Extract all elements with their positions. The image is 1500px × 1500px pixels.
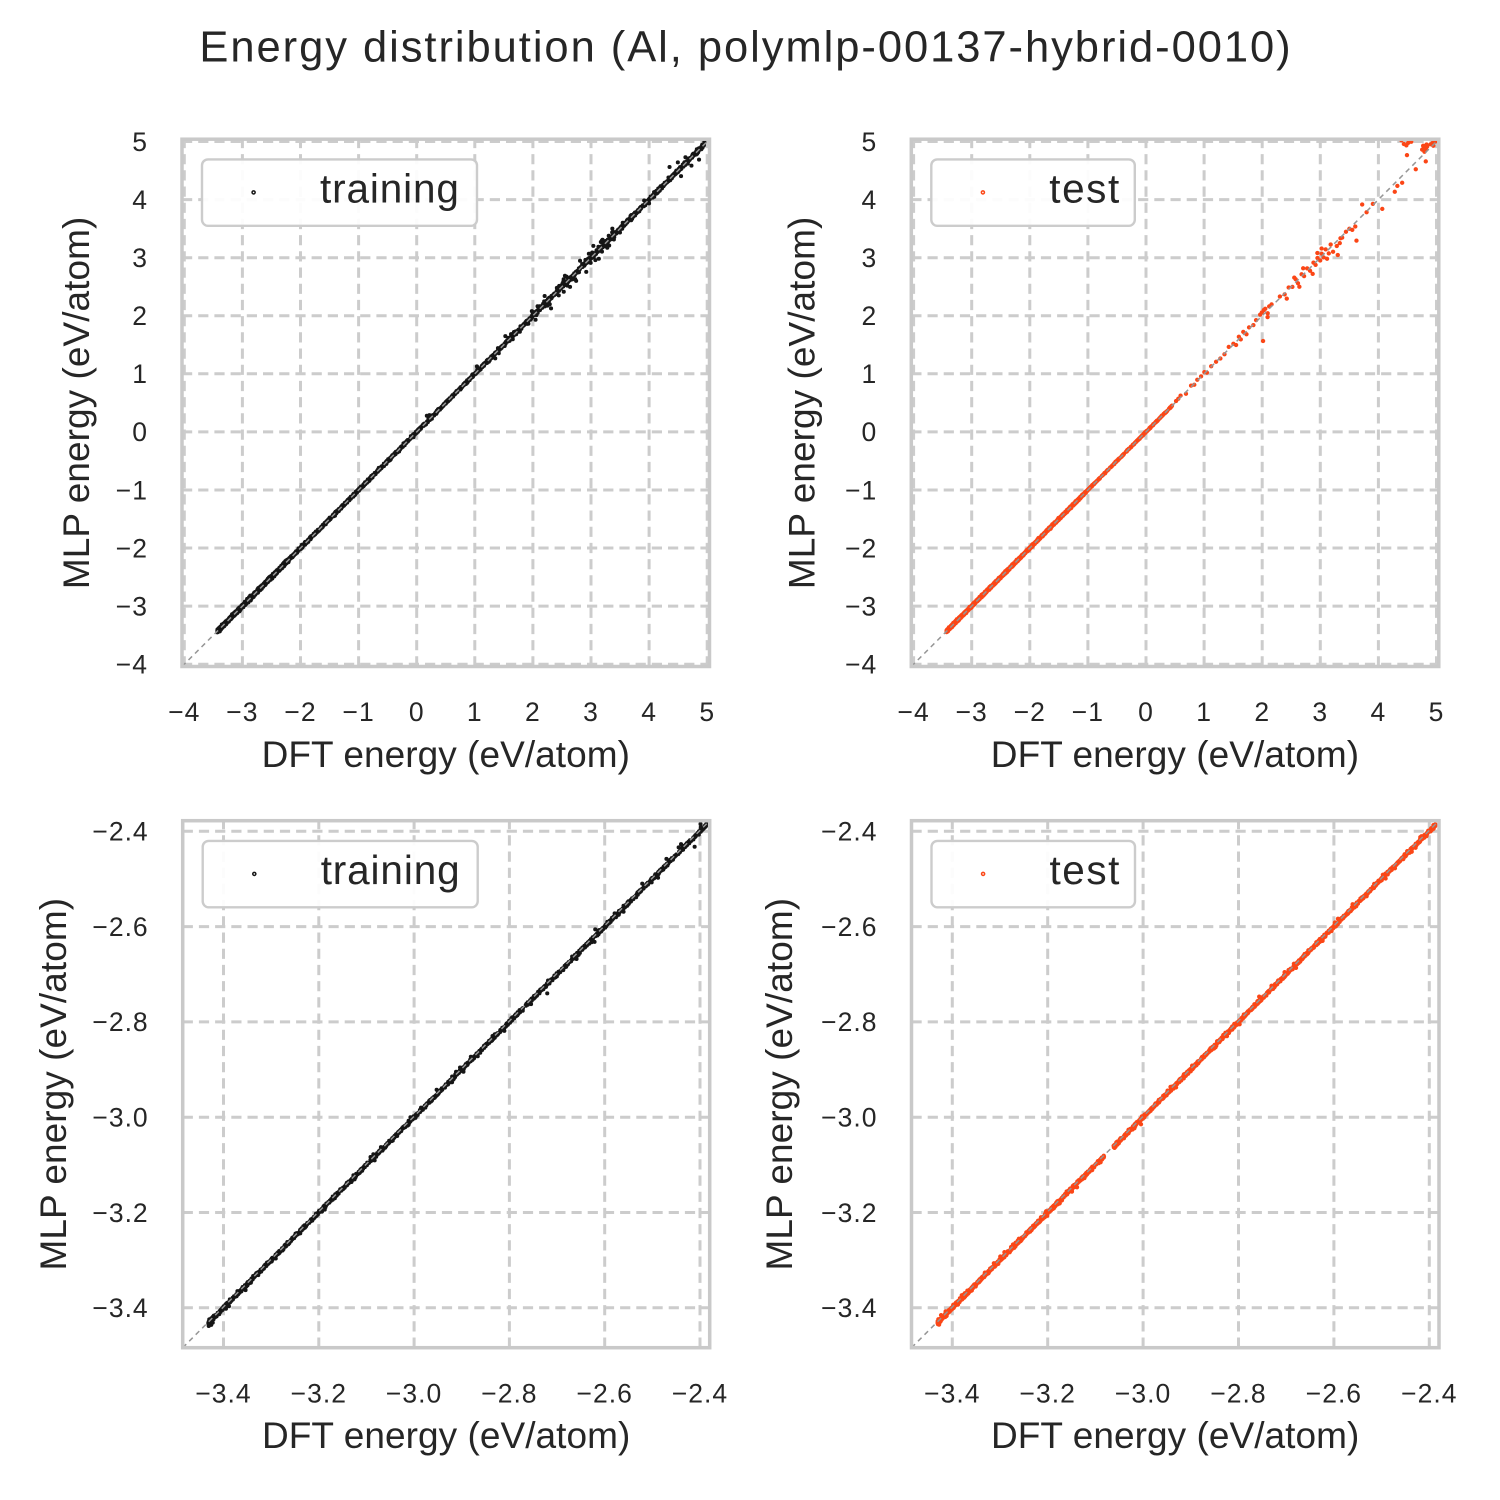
svg-text:training: training — [320, 165, 460, 211]
svg-text:0: 0 — [1138, 697, 1154, 727]
svg-text:3: 3 — [132, 243, 148, 273]
svg-text:−1: −1 — [1072, 697, 1104, 727]
svg-text:3: 3 — [583, 697, 599, 727]
svg-text:−2: −2 — [116, 533, 148, 563]
svg-text:MLP energy (eV/atom): MLP energy (eV/atom) — [759, 898, 800, 1271]
svg-text:−3.0: −3.0 — [92, 1103, 148, 1133]
svg-text:−2: −2 — [284, 697, 316, 727]
svg-text:−4: −4 — [116, 650, 148, 680]
svg-text:−2.4: −2.4 — [92, 817, 148, 847]
svg-text:−2.6: −2.6 — [1306, 1378, 1362, 1408]
svg-text:−4: −4 — [897, 697, 929, 727]
svg-text:−3.4: −3.4 — [92, 1293, 148, 1323]
svg-text:4: 4 — [132, 185, 148, 215]
svg-text:3: 3 — [862, 243, 878, 273]
svg-text:−2.6: −2.6 — [577, 1378, 633, 1408]
svg-text:−1: −1 — [116, 475, 148, 505]
svg-text:−3: −3 — [956, 697, 988, 727]
svg-text:1: 1 — [1196, 697, 1212, 727]
svg-text:−2.6: −2.6 — [92, 912, 148, 942]
svg-text:−2.4: −2.4 — [821, 817, 877, 847]
svg-text:−3.4: −3.4 — [821, 1293, 877, 1323]
svg-text:−3: −3 — [226, 697, 258, 727]
svg-text:2: 2 — [132, 301, 148, 331]
svg-text:2: 2 — [1254, 697, 1270, 727]
svg-text:−3.0: −3.0 — [821, 1103, 877, 1133]
svg-text:−2.4: −2.4 — [672, 1378, 728, 1408]
svg-text:test: test — [1049, 165, 1120, 211]
svg-text:−1: −1 — [342, 697, 374, 727]
svg-text:−2: −2 — [1014, 697, 1046, 727]
svg-text:5: 5 — [699, 697, 715, 727]
svg-text:1: 1 — [132, 359, 148, 389]
svg-text:−1: −1 — [845, 475, 877, 505]
svg-text:2: 2 — [862, 301, 878, 331]
svg-text:−2.8: −2.8 — [481, 1378, 537, 1408]
svg-text:DFT energy (eV/atom): DFT energy (eV/atom) — [262, 734, 630, 775]
svg-text:1: 1 — [467, 697, 483, 727]
svg-text:5: 5 — [1429, 697, 1445, 727]
svg-text:−3.4: −3.4 — [195, 1378, 251, 1408]
svg-text:4: 4 — [641, 697, 657, 727]
svg-text:MLP energy (eV/atom): MLP energy (eV/atom) — [782, 217, 823, 590]
svg-text:−2.4: −2.4 — [1401, 1378, 1457, 1408]
svg-text:−2: −2 — [845, 533, 877, 563]
svg-text:−3: −3 — [116, 591, 148, 621]
svg-text:−3.2: −3.2 — [1020, 1378, 1076, 1408]
svg-text:−2.8: −2.8 — [1210, 1378, 1266, 1408]
svg-text:5: 5 — [132, 127, 148, 157]
svg-text:−3.0: −3.0 — [386, 1378, 442, 1408]
svg-text:0: 0 — [132, 417, 148, 447]
svg-text:−3: −3 — [845, 591, 877, 621]
svg-text:−2.6: −2.6 — [821, 912, 877, 942]
svg-text:0: 0 — [862, 417, 878, 447]
svg-text:DFT energy (eV/atom): DFT energy (eV/atom) — [991, 734, 1359, 775]
svg-text:−4: −4 — [845, 650, 877, 680]
svg-text:MLP energy (eV/atom): MLP energy (eV/atom) — [56, 217, 97, 590]
svg-text:−3.2: −3.2 — [291, 1378, 347, 1408]
svg-text:DFT energy (eV/atom): DFT energy (eV/atom) — [262, 1415, 630, 1456]
svg-text:test: test — [1050, 847, 1121, 893]
svg-text:−3.2: −3.2 — [821, 1198, 877, 1228]
svg-text:4: 4 — [1371, 697, 1387, 727]
svg-text:MLP energy (eV/atom): MLP energy (eV/atom) — [33, 898, 74, 1271]
svg-text:2: 2 — [525, 697, 541, 727]
svg-text:training: training — [321, 847, 461, 893]
svg-text:−3.0: −3.0 — [1115, 1378, 1171, 1408]
svg-text:−2.8: −2.8 — [821, 1007, 877, 1037]
svg-text:0: 0 — [409, 697, 425, 727]
svg-text:4: 4 — [862, 185, 878, 215]
svg-text:DFT energy (eV/atom): DFT energy (eV/atom) — [991, 1415, 1359, 1456]
svg-text:5: 5 — [862, 127, 878, 157]
svg-text:−3.4: −3.4 — [924, 1378, 980, 1408]
svg-text:1: 1 — [862, 359, 878, 389]
svg-text:−4: −4 — [168, 697, 200, 727]
svg-text:3: 3 — [1312, 697, 1328, 727]
svg-text:Energy distribution (Al, polym: Energy distribution (Al, polymlp-00137-h… — [199, 24, 1292, 72]
svg-text:−3.2: −3.2 — [92, 1198, 148, 1228]
svg-text:−2.8: −2.8 — [92, 1007, 148, 1037]
